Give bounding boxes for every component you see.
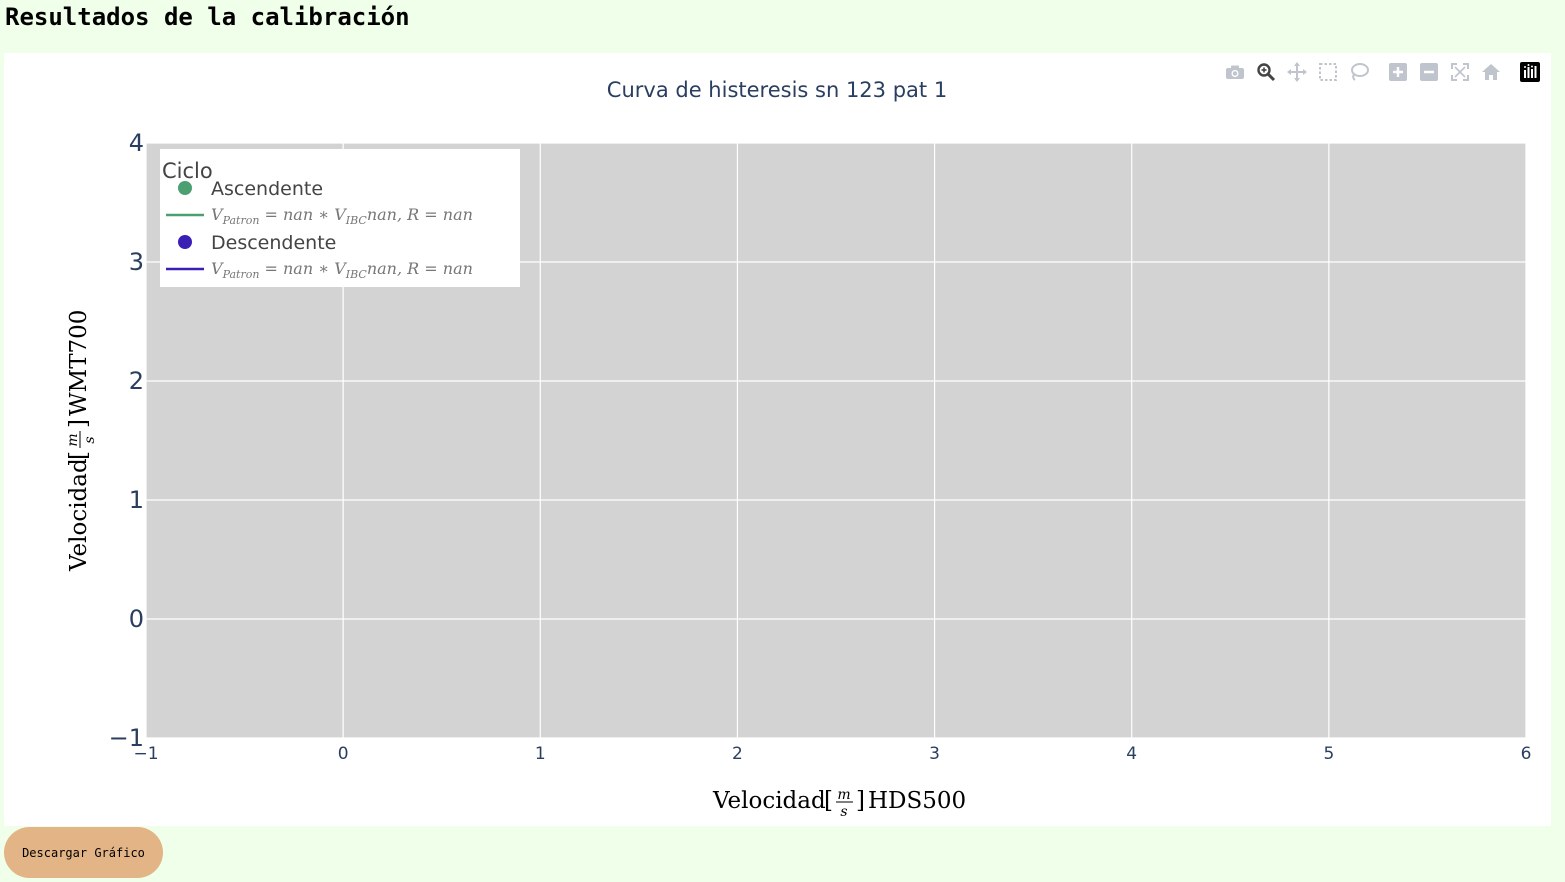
- x-axis-label-bracket-right: ]: [856, 788, 865, 814]
- plotly-logo-icon[interactable]: [1514, 59, 1545, 85]
- y-axis-label-frac-num: m: [65, 433, 81, 446]
- reset-axes-icon[interactable]: [1475, 59, 1506, 85]
- y-axis-label-bracket-left: [: [66, 451, 92, 460]
- zoom-icon[interactable]: [1250, 59, 1281, 85]
- legend-item[interactable]: VPatron = nan ∗ VIBCnan, R = nan: [166, 259, 473, 281]
- x-axis-ticks: −1 0 1 2 3 4 5 6: [133, 744, 1531, 764]
- y-axis-label-frac-den: s: [82, 436, 98, 443]
- y-axis-ticks: −1 0 1 2 3 4: [109, 129, 144, 752]
- legend-marker: [178, 181, 192, 195]
- x-tick-label: 4: [1126, 744, 1137, 764]
- x-axis-label-frac-den: s: [840, 804, 847, 820]
- y-tick-label: 2: [129, 367, 144, 395]
- camera-icon[interactable]: [1219, 59, 1250, 85]
- legend-item[interactable]: VPatron = nan ∗ VIBCnan, R = nan: [166, 205, 473, 227]
- page-title: Resultados de la calibración: [5, 3, 410, 31]
- legend-formula: VPatron = nan ∗ VIBCnan, R = nan: [211, 205, 473, 227]
- grid-lines: [145, 142, 1527, 739]
- legend-item[interactable]: Descendente: [178, 232, 336, 254]
- download-chart-button[interactable]: Descargar Gráfico: [4, 827, 163, 878]
- legend-title: Ciclo: [162, 159, 213, 183]
- legend-label: Ascendente: [211, 178, 323, 200]
- box-select-icon[interactable]: [1312, 59, 1343, 85]
- legend-box: [160, 149, 520, 287]
- y-axis-label-suffix: WMT700: [66, 310, 92, 416]
- x-tick-label: 2: [732, 744, 743, 764]
- x-axis-label-bracket-left: [: [824, 788, 833, 814]
- x-tick-label: −1: [133, 744, 158, 764]
- x-tick-label: 0: [338, 744, 349, 764]
- x-tick-label: 3: [929, 744, 940, 764]
- lasso-icon[interactable]: [1343, 59, 1374, 85]
- chart-svg[interactable]: −1 0 1 2 3 4 5 6 −1 0 1 2 3 4 Curva de histeresis sn…: [4, 53, 1551, 826]
- legend-marker: [178, 235, 192, 249]
- autoscale-icon[interactable]: [1444, 59, 1475, 85]
- plot-container: −1 0 1 2 3 4 5 6 −1 0 1 2 3 4 Curva de histeresis sn…: [4, 53, 1551, 826]
- y-tick-label: 0: [129, 605, 144, 633]
- x-axis-label-suffix: HDS500: [868, 788, 966, 814]
- legend-item[interactable]: Ascendente: [178, 178, 323, 200]
- y-axis-label-main: Velocidad: [66, 458, 92, 572]
- legend-formula: VPatron = nan ∗ VIBCnan, R = nan: [211, 259, 473, 281]
- y-tick-label: 3: [129, 248, 144, 276]
- x-tick-label: 6: [1521, 744, 1532, 764]
- y-axis-label-bracket-right: ]: [66, 419, 92, 428]
- legend-label: Descendente: [211, 232, 336, 254]
- x-axis-label-frac-num: m: [837, 787, 850, 803]
- pan-icon[interactable]: [1281, 59, 1312, 85]
- legend[interactable]: Ciclo Ascendente VPatron = nan ∗ VIBCnan,…: [160, 149, 520, 287]
- modebar: [1219, 59, 1545, 85]
- y-tick-label: 4: [129, 129, 144, 157]
- x-tick-label: 5: [1323, 744, 1334, 764]
- zoom-out-icon[interactable]: [1413, 59, 1444, 85]
- y-axis-label: Velocidad [ m s ] WMT700: [65, 310, 98, 572]
- y-tick-label: −1: [109, 724, 144, 752]
- x-axis-label-main: Velocidad: [712, 788, 826, 814]
- y-tick-label: 1: [129, 486, 144, 514]
- zoom-in-icon[interactable]: [1382, 59, 1413, 85]
- x-axis-label: Velocidad [ m s ] HDS500: [712, 787, 966, 820]
- x-tick-label: 1: [535, 744, 546, 764]
- chart-title: Curva de histeresis sn 123 pat 1: [607, 78, 947, 102]
